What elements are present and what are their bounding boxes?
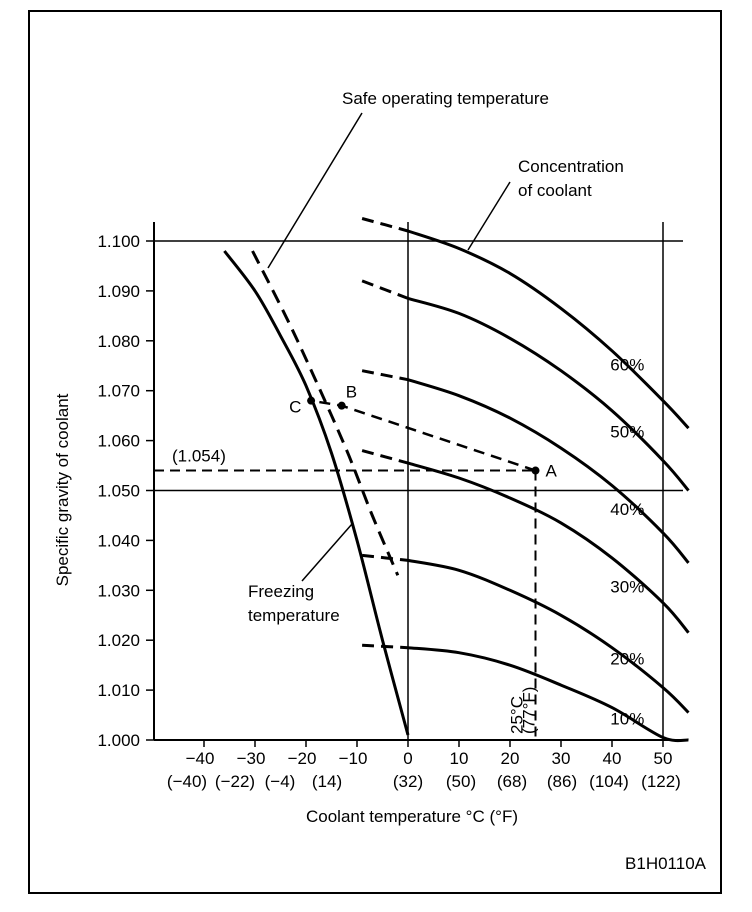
x-tick-label-fahrenheit: (122) <box>641 772 681 791</box>
y-tick-label: 1.090 <box>97 282 140 301</box>
concentration-curve-dashed <box>361 217 409 233</box>
concentration-curve <box>407 461 690 634</box>
x-tick-label-fahrenheit: (104) <box>589 772 629 791</box>
concentration-curve <box>407 296 690 492</box>
safe-operating-curve <box>251 250 400 576</box>
concentration-curve <box>407 378 690 564</box>
point-b <box>337 401 346 410</box>
gravity-value-label: (1.054) <box>172 447 226 466</box>
concentration-label: 20% <box>610 650 644 669</box>
figure-frame <box>28 10 722 894</box>
point-label-c: C <box>289 398 301 417</box>
temperature-value-label: 25°C <box>508 696 527 734</box>
point-c <box>307 396 316 405</box>
figure-code: B1H0110A <box>625 854 707 873</box>
freezing-annotation: Freezing <box>248 582 314 601</box>
y-tick-label: 1.100 <box>97 232 140 251</box>
concentration-curve-dashed <box>361 553 409 562</box>
y-tick-label: 1.050 <box>97 482 140 501</box>
concentration-curve-dashed <box>361 279 409 300</box>
freezing-annotation: temperature <box>248 606 340 625</box>
x-tick-label-fahrenheit: (86) <box>547 772 577 791</box>
y-tick-label: 1.020 <box>97 631 140 650</box>
x-tick-label-fahrenheit: (−22) <box>215 772 255 791</box>
concentration-label: 50% <box>610 423 644 442</box>
x-tick-label-fahrenheit: (−4) <box>265 772 296 791</box>
y-tick-label: 1.060 <box>97 432 140 451</box>
concentration-leader <box>467 181 511 251</box>
y-tick-label: 1.040 <box>97 531 140 550</box>
concentration-curve-dashed <box>361 449 409 465</box>
x-tick-label: −10 <box>339 749 368 768</box>
y-tick-label: 1.010 <box>97 681 140 700</box>
concentration-curve <box>407 558 690 714</box>
y-axis-title: Specific gravity of coolant <box>53 393 72 586</box>
x-tick-label: −30 <box>237 749 266 768</box>
x-tick-label-fahrenheit: (32) <box>393 772 423 791</box>
x-tick-label-fahrenheit: (−40) <box>167 772 207 791</box>
y-tick-label: 1.030 <box>97 581 140 600</box>
freezing-temperature-curve <box>223 250 410 736</box>
concentration-label: 60% <box>610 355 644 374</box>
concentration-label: 30% <box>610 577 644 596</box>
x-tick-label: −20 <box>288 749 317 768</box>
temperature-value-label-fahrenheit: (77°F) <box>520 687 539 734</box>
concentration-annotation: of coolant <box>518 181 592 200</box>
y-tick-label: 1.000 <box>97 731 140 750</box>
interpolation-path <box>310 399 536 472</box>
concentration-label: 10% <box>610 710 644 729</box>
concentration-curve <box>407 646 689 743</box>
freezing-leader <box>301 523 353 582</box>
x-tick-label: −40 <box>186 749 215 768</box>
point-a <box>531 466 540 475</box>
x-tick-label: 30 <box>552 749 571 768</box>
safe-operating-leader <box>267 112 363 269</box>
y-tick-label: 1.070 <box>97 382 140 401</box>
concentration-curve <box>407 229 690 430</box>
x-tick-label: 10 <box>450 749 469 768</box>
x-tick-label-fahrenheit: (50) <box>446 772 476 791</box>
concentration-annotation: Concentration <box>518 157 624 176</box>
concentration-curve-dashed <box>361 369 409 382</box>
safe-operating-annotation: Safe operating temperature <box>342 89 549 108</box>
y-tick-label: 1.080 <box>97 332 140 351</box>
x-tick-label: 20 <box>501 749 520 768</box>
x-tick-label-fahrenheit: (68) <box>497 772 527 791</box>
point-label-a: A <box>546 462 558 481</box>
x-axis-title: Coolant temperature °C (°F) <box>306 807 518 826</box>
x-tick-label-fahrenheit: (14) <box>312 772 342 791</box>
x-tick-label: 50 <box>654 749 673 768</box>
point-label-b: B <box>346 383 357 402</box>
x-tick-label: 40 <box>603 749 622 768</box>
concentration-label: 40% <box>610 500 644 519</box>
x-tick-label: 0 <box>403 749 412 768</box>
